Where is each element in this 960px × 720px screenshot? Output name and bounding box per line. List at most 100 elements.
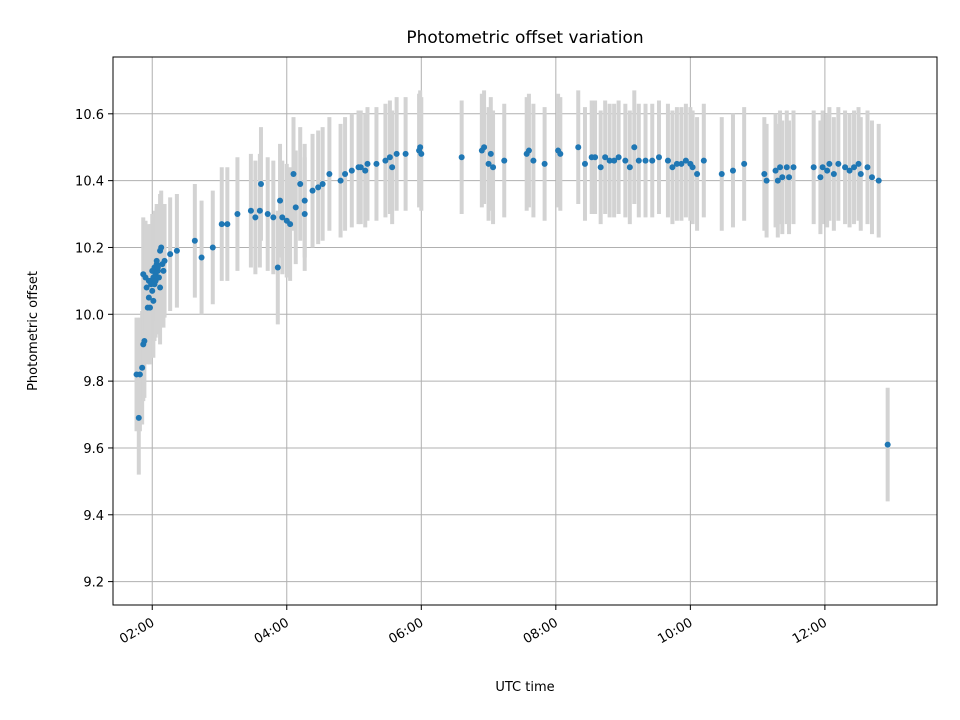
data-point: [290, 170, 297, 177]
data-point: [615, 154, 622, 161]
data-point: [541, 160, 548, 167]
data-point: [741, 160, 748, 167]
data-point: [487, 150, 494, 157]
data-point: [602, 154, 609, 161]
data-points: [133, 144, 891, 448]
data-point: [810, 164, 817, 171]
data-point: [557, 150, 564, 157]
data-point: [597, 164, 604, 171]
data-point: [682, 157, 689, 164]
data-point: [763, 177, 770, 184]
data-point: [700, 157, 707, 164]
data-point: [664, 157, 671, 164]
chart-title: Photometric offset variation: [406, 28, 643, 48]
data-point: [257, 180, 264, 187]
data-point: [342, 170, 349, 177]
data-point: [337, 177, 344, 184]
data-point: [694, 170, 701, 177]
data-point: [458, 154, 465, 161]
data-point: [783, 164, 790, 171]
data-point: [362, 167, 369, 174]
data-point: [389, 164, 396, 171]
y-tick-label: 9.6: [83, 442, 104, 457]
data-point: [819, 164, 826, 171]
data-point: [817, 174, 824, 181]
data-point: [417, 144, 424, 151]
data-point: [779, 174, 786, 181]
data-point: [790, 164, 797, 171]
data-point: [669, 164, 676, 171]
data-point: [581, 160, 588, 167]
data-point: [155, 274, 162, 281]
data-point: [139, 364, 146, 371]
data-point: [575, 144, 582, 151]
data-point: [348, 167, 355, 174]
y-axis-label: Photometric offset: [26, 271, 41, 391]
data-point: [501, 157, 508, 164]
data-point: [309, 187, 316, 194]
data-point: [153, 257, 160, 264]
y-tick-label: 10.6: [75, 108, 104, 123]
data-point: [158, 244, 165, 251]
data-point: [287, 221, 294, 228]
data-point: [642, 157, 649, 164]
data-point: [326, 170, 333, 177]
data-point: [292, 204, 299, 211]
data-point: [761, 170, 768, 177]
data-point: [402, 150, 409, 157]
data-point: [622, 157, 629, 164]
data-point: [161, 257, 168, 264]
data-point: [264, 211, 271, 218]
data-point: [842, 164, 849, 171]
data-point: [777, 164, 784, 171]
data-point: [689, 164, 696, 171]
data-point: [256, 207, 263, 214]
data-point: [729, 167, 736, 174]
data-point: [145, 294, 152, 301]
data-point: [252, 214, 259, 221]
data-point: [191, 237, 198, 244]
data-point: [635, 157, 642, 164]
data-point: [875, 177, 882, 184]
data-point: [718, 170, 725, 177]
y-tick-label: 10.4: [75, 175, 104, 190]
data-point: [678, 160, 685, 167]
data-point: [146, 304, 153, 311]
data-point: [673, 160, 680, 167]
data-point: [382, 157, 389, 164]
data-point: [277, 197, 284, 204]
y-tick-label: 10.2: [75, 241, 104, 256]
data-point: [224, 221, 231, 228]
data-point: [481, 144, 488, 151]
data-point: [786, 174, 793, 181]
data-point: [490, 164, 497, 171]
data-point: [592, 154, 599, 161]
data-point: [864, 164, 871, 171]
data-point: [173, 247, 180, 254]
x-axis-label: UTC time: [495, 680, 554, 695]
data-point: [135, 414, 142, 421]
data-point: [319, 180, 326, 187]
data-point: [150, 297, 157, 304]
data-point: [234, 211, 241, 218]
data-point: [167, 251, 174, 258]
data-point: [315, 184, 322, 191]
data-point: [851, 164, 858, 171]
data-point: [386, 154, 393, 161]
data-point: [884, 441, 891, 448]
data-point: [772, 167, 779, 174]
data-point: [649, 157, 656, 164]
data-point: [143, 284, 150, 291]
data-point: [835, 160, 842, 167]
data-point: [198, 254, 205, 261]
data-point: [655, 154, 662, 161]
data-point: [485, 160, 492, 167]
data-point: [626, 164, 633, 171]
y-tick-label: 9.4: [83, 509, 104, 524]
data-point: [154, 264, 161, 271]
data-point: [157, 284, 164, 291]
data-point: [218, 221, 225, 228]
data-point: [357, 164, 364, 171]
data-point: [160, 267, 167, 274]
